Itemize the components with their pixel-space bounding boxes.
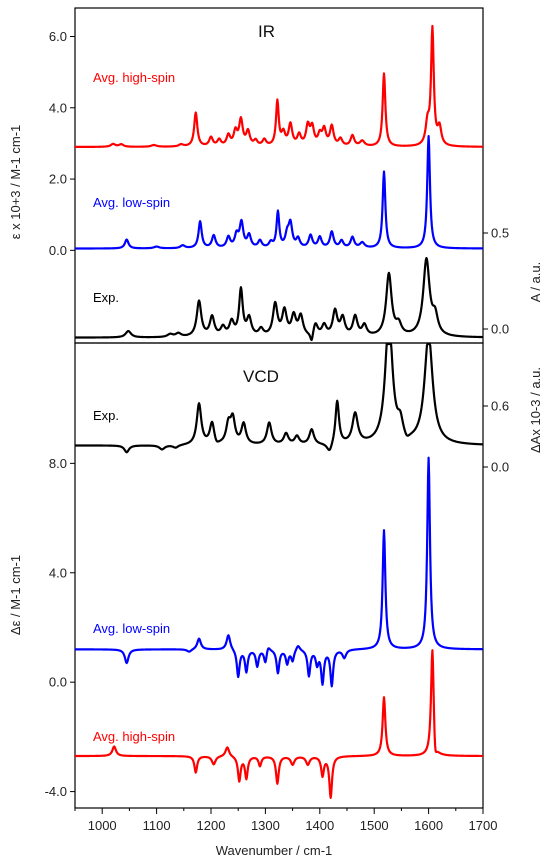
vcd-low-spin-label: Avg. low-spin — [93, 621, 170, 636]
y-right-tick-label: 0.5 — [491, 226, 509, 241]
x-tick-label: 1000 — [88, 818, 117, 833]
ir-high-spin-label: Avg. high-spin — [93, 70, 175, 85]
ir-series-avg-high-spin — [74, 24, 484, 149]
y-left-tick-label: -4.0 — [45, 784, 67, 799]
ir-series-avg-low-spin — [74, 135, 484, 250]
x-tick-label: 1400 — [305, 818, 334, 833]
x-tick-label: 1300 — [251, 818, 280, 833]
vcd-series-exp — [74, 342, 484, 454]
vcd-left-axis-title: Δε / M-1 cm-1 — [8, 555, 23, 635]
y-right-tick-label: 0.0 — [491, 460, 509, 475]
y-left-tick-label: 8.0 — [49, 456, 67, 471]
y-left-tick-label: 6.0 — [49, 29, 67, 44]
ir-exp-label: Exp. — [93, 290, 119, 305]
x-tick-label: 1100 — [143, 818, 171, 833]
vcd-exp-label: Exp. — [93, 408, 119, 423]
x-tick-label: 1700 — [469, 818, 498, 833]
x-tick-label: 1200 — [197, 818, 226, 833]
vcd-high-spin-label: Avg. high-spin — [93, 729, 175, 744]
panel-frame-ir — [74, 7, 484, 344]
y-left-tick-label: 0.0 — [49, 243, 67, 258]
x-tick-label: 1500 — [360, 818, 389, 833]
y-left-tick-label: 4.0 — [49, 100, 67, 115]
vcd-series-avg-low-spin — [74, 456, 484, 688]
ir-right-axis-title: A / a.u. — [528, 262, 543, 302]
ir-series-exp — [74, 256, 484, 342]
panel-title-ir: IR — [258, 22, 275, 41]
y-left-tick-label: 4.0 — [49, 565, 67, 580]
y-left-tick-label: 2.0 — [49, 172, 67, 187]
y-right-tick-label: 0.0 — [491, 322, 509, 337]
vcd-right-axis-title: ΔAx 10-3 / a.u. — [528, 367, 543, 453]
panel-title-vcd: VCD — [243, 367, 279, 386]
vcd-series-avg-high-spin — [74, 649, 484, 799]
ir-low-spin-label: Avg. low-spin — [93, 195, 170, 210]
x-axis-title: Wavenumber / cm-1 — [216, 843, 333, 858]
panel-frame-vcd — [74, 342, 484, 809]
ir-left-axis-title: ε x 10+3 / M-1 cm-1 — [8, 125, 23, 240]
x-tick-label: 1600 — [414, 818, 443, 833]
y-right-tick-label: 0.6 — [491, 399, 509, 414]
y-left-tick-label: 0.0 — [49, 675, 67, 690]
